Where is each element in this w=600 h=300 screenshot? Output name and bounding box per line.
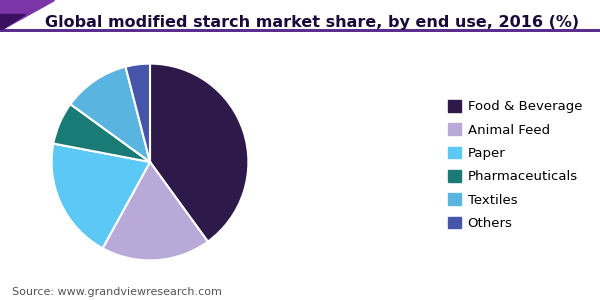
Wedge shape — [150, 64, 248, 242]
Wedge shape — [52, 144, 150, 248]
Wedge shape — [53, 104, 150, 162]
Wedge shape — [70, 67, 150, 162]
Text: Global modified starch market share, by end use, 2016 (%): Global modified starch market share, by … — [45, 15, 579, 30]
Text: Source: www.grandviewresearch.com: Source: www.grandviewresearch.com — [12, 287, 222, 297]
Polygon shape — [0, 0, 54, 30]
Wedge shape — [125, 64, 150, 162]
Legend: Food & Beverage, Animal Feed, Paper, Pharmaceuticals, Textiles, Others: Food & Beverage, Animal Feed, Paper, Pha… — [443, 95, 587, 235]
Polygon shape — [0, 14, 25, 30]
Wedge shape — [103, 162, 208, 260]
